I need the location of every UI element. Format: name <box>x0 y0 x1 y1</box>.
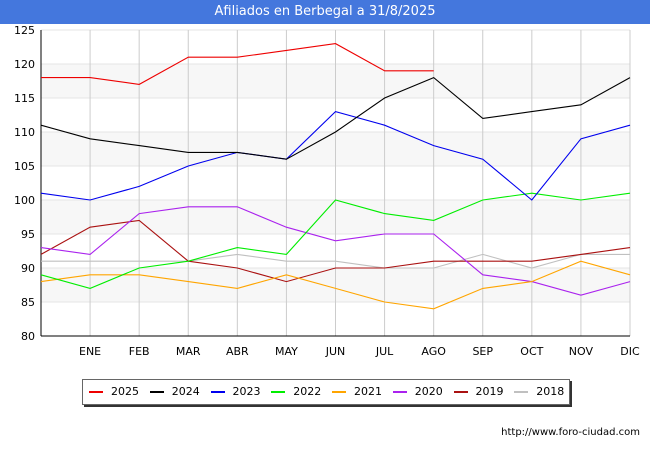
legend-swatch <box>392 391 407 393</box>
x-tick-label: NOV <box>569 345 594 358</box>
legend-item-2022: 2022 <box>271 380 321 404</box>
legend-label: 2024 <box>171 385 200 398</box>
legend-label: 2022 <box>293 385 322 398</box>
x-tick-label: OCT <box>520 345 543 358</box>
legend-swatch <box>89 391 103 393</box>
x-tick-label: AGO <box>421 345 446 358</box>
y-tick-label: 110 <box>14 126 35 139</box>
series-line-2024 <box>40 76 631 160</box>
y-tick-label: 120 <box>14 58 35 71</box>
y-tick-label: 105 <box>14 160 35 173</box>
x-tick-label: MAY <box>275 345 298 358</box>
y-tick-label: 90 <box>21 262 35 275</box>
y-tick-label: 125 <box>14 24 35 37</box>
legend-swatch <box>332 391 346 393</box>
chart-title: Afiliados en Berbegal a 31/8/2025 <box>0 0 650 24</box>
series-lines <box>40 43 631 310</box>
series-line-2025 <box>41 43 434 85</box>
x-tick-label: DIC <box>620 345 640 358</box>
y-tick-label: 115 <box>14 92 35 105</box>
y-tick-label: 80 <box>21 330 35 343</box>
x-tick-label: SEP <box>472 345 493 358</box>
line-chart: 80 85 90 95 100 105 110 115 120 125 ENE FEB MAR ABR MA… <box>14 24 640 358</box>
legend-item-2024: 2024 <box>149 380 200 404</box>
legend-item-2020: 2020 <box>392 380 443 404</box>
x-tick-label: FEB <box>129 345 150 358</box>
legend-swatch <box>210 391 225 393</box>
legend-swatch <box>514 391 529 393</box>
source-credit: http://www.foro-ciudad.com <box>501 427 640 438</box>
legend-swatch <box>149 391 164 393</box>
x-tick-label: JUL <box>375 345 394 358</box>
series-line-2021 <box>40 260 631 310</box>
series-line-2019 <box>40 219 631 283</box>
legend-item-2021: 2021 <box>332 380 382 404</box>
axes <box>40 30 630 337</box>
legend-label: 2018 <box>536 385 565 398</box>
y-tick-label: 95 <box>21 228 35 241</box>
legend-item-2025: 2025 <box>89 380 139 404</box>
legend-item-2023: 2023 <box>210 380 261 404</box>
legend-label: 2019 <box>475 385 504 398</box>
series-line-2022 <box>40 192 631 289</box>
legend: 2025 2024 2023 2022 2021 2020 2019 2018 <box>82 379 570 405</box>
series-line-2023 <box>40 110 631 201</box>
legend-item-2018: 2018 <box>514 380 564 404</box>
y-tick-label: 100 <box>14 194 35 207</box>
legend-swatch <box>271 391 286 393</box>
tick-labels: 80 85 90 95 100 105 110 115 120 125 ENE FEB MAR ABR MA… <box>14 24 640 358</box>
legend-label: 2020 <box>414 385 443 398</box>
legend-swatch <box>453 391 468 393</box>
legend-label: 2021 <box>354 385 382 398</box>
legend-label: 2025 <box>111 385 139 398</box>
legend-label: 2023 <box>232 385 261 398</box>
y-tick-label: 85 <box>21 296 35 309</box>
x-tick-label: MAR <box>176 345 201 358</box>
series-line-2018 <box>41 253 630 269</box>
legend-item-2019: 2019 <box>453 380 504 404</box>
x-tick-label: JUN <box>325 345 346 358</box>
x-tick-label: ENE <box>79 345 101 358</box>
x-tick-label: ABR <box>226 345 249 358</box>
